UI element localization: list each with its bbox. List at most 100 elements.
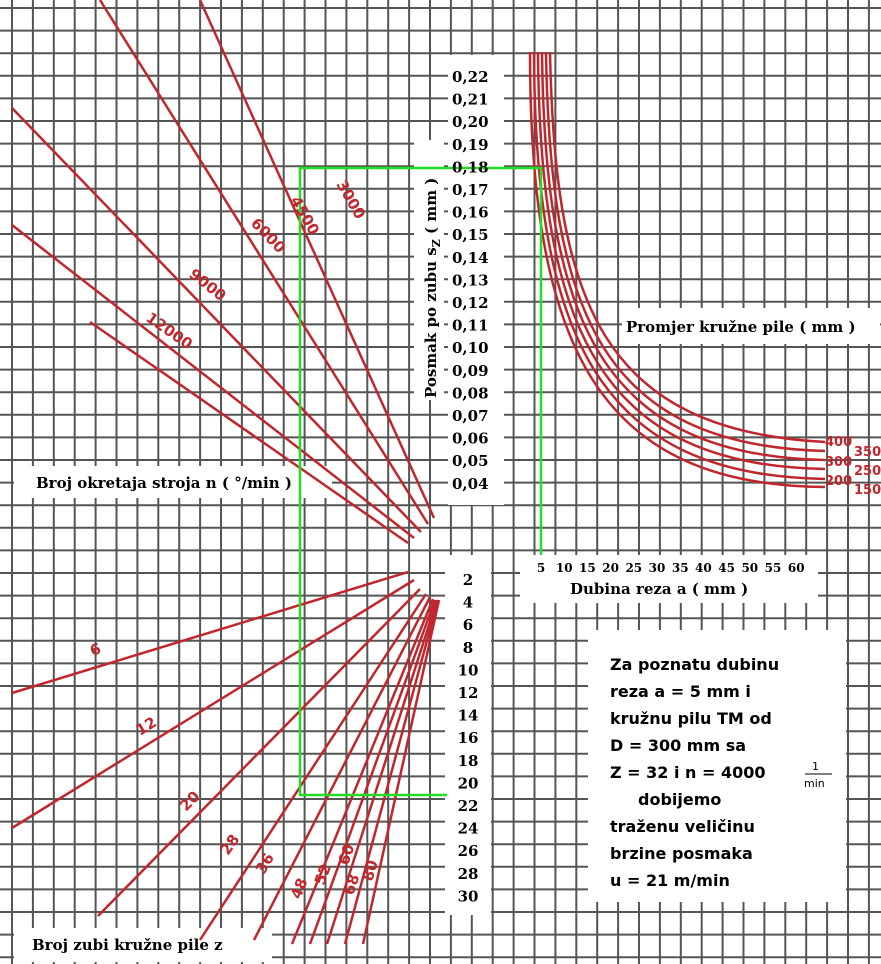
teeth-line-80 [361, 599, 441, 945]
depth-tick-label: 35 [672, 561, 689, 575]
feed-tick-label: 0,17 [452, 181, 489, 199]
rpm-line-3000 [198, 0, 436, 519]
feed-axis-ticks: 0,22 0,21 0,20 0,19 0,18 0,17 0,16 0,15 0,14 0,13… [452, 68, 489, 493]
teeth-line-labels: 6 12 20 28 36 48 52 60 68 80 [88, 639, 382, 901]
teeth-line-52 [308, 599, 437, 945]
diameter-curve-400 [548, 51, 826, 444]
diameter-curve-200 [532, 51, 826, 481]
note-line-4: D = 300 mm sa [610, 736, 746, 755]
teeth-label-60: 60 [335, 842, 359, 867]
depth-tick-label: 25 [625, 561, 642, 575]
teeth-line-48 [290, 598, 435, 945]
note-line-3: kružnu pilu TM od [610, 709, 772, 728]
teeth-tick-label: 18 [458, 752, 479, 770]
diameter-curve-300 [540, 51, 826, 462]
diameter-title: Promjer kružne pile ( mm ) [626, 318, 856, 336]
teeth-tick-label: 20 [458, 774, 479, 792]
teeth-tick-label: 22 [458, 797, 479, 815]
feed-tick-label: 0,19 [452, 136, 489, 154]
solution-path [298, 166, 543, 797]
rpm-label-3000: 3000 [333, 177, 369, 222]
teeth-label-80: 80 [359, 858, 382, 883]
diameter-label-400: 400 [825, 435, 852, 450]
depth-tick-label: 45 [718, 561, 735, 575]
feed-tick-label: 0,22 [452, 68, 489, 86]
teeth-line-68 [343, 599, 440, 945]
teeth-label-68: 68 [340, 872, 364, 897]
teeth-line-20 [97, 588, 421, 917]
depth-axis-title: Dubina reza a ( mm ) [570, 580, 748, 598]
depth-axis-ticks: 5 10 15 20 25 30 35 40 45 50 55 60 [537, 561, 805, 575]
teeth-tick-label: 24 [458, 820, 479, 838]
depth-tick-label: 30 [649, 561, 666, 575]
teeth-tick-label: 8 [463, 639, 473, 657]
teeth-line-36 [252, 596, 432, 941]
note-line-8: brzine posmaka [610, 844, 753, 863]
rpm-line-4500 [98, 0, 430, 525]
diameter-labels: 400 300 200 350 250 150 [825, 435, 881, 498]
rpm-line-6000 [11, 107, 422, 533]
teeth-line-6 [11, 570, 409, 695]
teeth-tick-label: 6 [463, 616, 473, 634]
diameter-label-150: 150 [854, 483, 881, 498]
rpm-label-9000: 9000 [186, 265, 230, 305]
teeth-tick-label: 28 [458, 865, 479, 883]
rpm-line-9000 [11, 224, 415, 539]
feed-tick-label: 0,10 [452, 339, 489, 357]
diameter-label-300: 300 [825, 455, 852, 470]
diameter-curve-250 [536, 51, 826, 471]
teeth-tick-label: 30 [458, 887, 479, 905]
feed-tick-label: 0,16 [452, 204, 489, 222]
teeth-tick-label: 12 [458, 684, 479, 702]
feed-axis-title: Posmak po zubu sZ ( mm ) [422, 178, 443, 398]
diameter-curves [528, 51, 826, 489]
diameter-label-200: 200 [825, 474, 852, 489]
teeth-axis-title: Broj zubi kružne pile z [32, 936, 223, 954]
teeth-tick-label: 14 [458, 707, 479, 725]
example-note: Za poznatu dubinu reza a = 5 mm i kružnu… [610, 655, 832, 890]
rpm-line-labels: 3000 4500 6000 9000 12000 [143, 177, 369, 353]
depth-tick-label: 60 [788, 561, 805, 575]
feed-tick-label: 0,15 [452, 226, 489, 244]
diameter-label-350: 350 [854, 445, 881, 460]
teeth-line-28 [198, 593, 428, 941]
teeth-tick-label: 4 [463, 594, 473, 612]
teeth-line-60 [325, 599, 439, 945]
depth-tick-label: 40 [695, 561, 712, 575]
feed-tick-label: 0,12 [452, 294, 489, 312]
diameter-curve-350 [544, 51, 826, 453]
note-line-5: Z = 32 i n = 4000 [610, 763, 766, 782]
rpm-axis-title: Broj okretaja stroja n ( °/min ) [36, 474, 292, 492]
note-line-9: u = 21 m/min [610, 871, 730, 890]
feed-tick-label: 0,14 [452, 249, 489, 267]
feed-tick-label: 0,21 [452, 91, 489, 109]
teeth-tick-label: 26 [458, 842, 479, 860]
teeth-tick-label: 16 [458, 729, 479, 747]
depth-tick-label: 55 [765, 561, 782, 575]
note-line-2: reza a = 5 mm i [610, 682, 751, 701]
note-line-6: dobijemo [638, 790, 721, 809]
teeth-lines [11, 570, 441, 945]
depth-tick-label: 10 [556, 561, 573, 575]
depth-tick-label: 20 [602, 561, 619, 575]
depth-tick-label: 15 [579, 561, 596, 575]
teeth-tick-label: 2 [463, 571, 473, 589]
feed-tick-label: 0,04 [452, 475, 489, 493]
note-fraction-denominator: min [804, 777, 825, 790]
feed-tick-label: 0,13 [452, 271, 489, 289]
rpm-lines [11, 0, 436, 545]
depth-tick-label: 5 [537, 561, 545, 575]
feed-tick-label: 0,20 [452, 113, 489, 131]
note-line-7: traženu veličinu [610, 817, 755, 836]
feed-tick-label: 0,07 [452, 407, 489, 425]
teeth-label-6: 6 [88, 639, 103, 659]
depth-tick-label: 50 [741, 561, 758, 575]
note-fraction-numerator: 1 [812, 760, 819, 773]
rpm-line-12000 [89, 320, 409, 545]
rpm-label-4500: 4500 [287, 193, 323, 238]
feed-tick-label: 0,08 [452, 384, 489, 402]
label-panels [14, 55, 880, 962]
